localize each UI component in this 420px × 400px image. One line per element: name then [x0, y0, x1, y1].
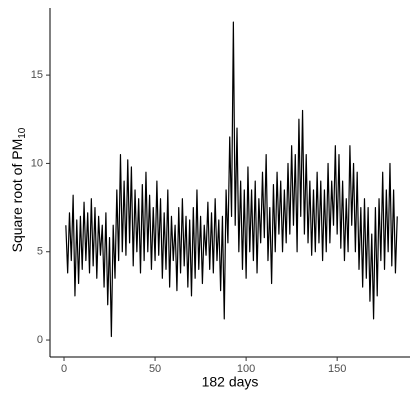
y-axis-label: Square root of PM10 — [9, 127, 28, 252]
x-axis-label: 182 days — [202, 374, 259, 390]
line-series — [65, 21, 398, 338]
y-tick-label: 10 — [31, 157, 43, 169]
x-tick-label: 100 — [237, 363, 255, 375]
y-axis-label-subscript: 10 — [17, 127, 28, 139]
y-axis-label-main: Square root of PM — [9, 139, 25, 253]
y-tick-label: 5 — [37, 246, 43, 258]
y-tick-label: 0 — [37, 334, 43, 346]
x-tick-label: 0 — [61, 363, 67, 375]
y-tick-label: 15 — [31, 69, 43, 81]
x-tick-label: 150 — [328, 363, 346, 375]
x-tick-label: 50 — [149, 363, 161, 375]
